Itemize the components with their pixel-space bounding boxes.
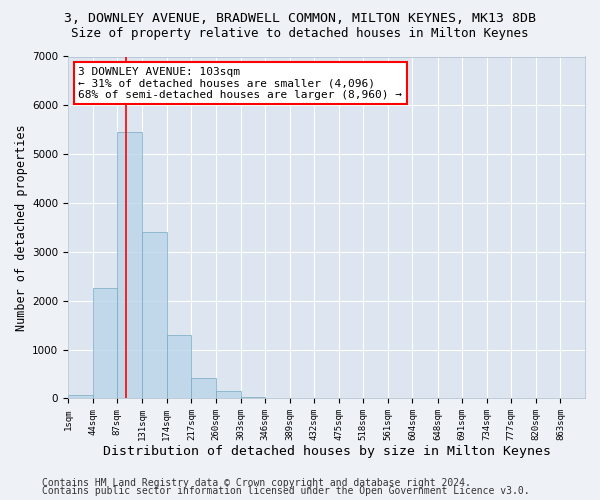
Bar — [92, 288, 117, 399]
Bar — [117, 132, 142, 398]
Bar — [241, 397, 265, 398]
Bar — [167, 335, 191, 398]
Bar — [191, 378, 216, 398]
Text: 3 DOWNLEY AVENUE: 103sqm
← 31% of detached houses are smaller (4,096)
68% of sem: 3 DOWNLEY AVENUE: 103sqm ← 31% of detach… — [79, 67, 403, 100]
Text: Contains HM Land Registry data © Crown copyright and database right 2024.: Contains HM Land Registry data © Crown c… — [42, 478, 471, 488]
Bar — [142, 232, 167, 398]
Text: Contains public sector information licensed under the Open Government Licence v3: Contains public sector information licen… — [42, 486, 530, 496]
Y-axis label: Number of detached properties: Number of detached properties — [15, 124, 28, 330]
Bar — [68, 394, 92, 398]
Text: 3, DOWNLEY AVENUE, BRADWELL COMMON, MILTON KEYNES, MK13 8DB: 3, DOWNLEY AVENUE, BRADWELL COMMON, MILT… — [64, 12, 536, 26]
Text: Size of property relative to detached houses in Milton Keynes: Size of property relative to detached ho… — [71, 28, 529, 40]
Bar — [216, 391, 241, 398]
X-axis label: Distribution of detached houses by size in Milton Keynes: Distribution of detached houses by size … — [103, 444, 551, 458]
